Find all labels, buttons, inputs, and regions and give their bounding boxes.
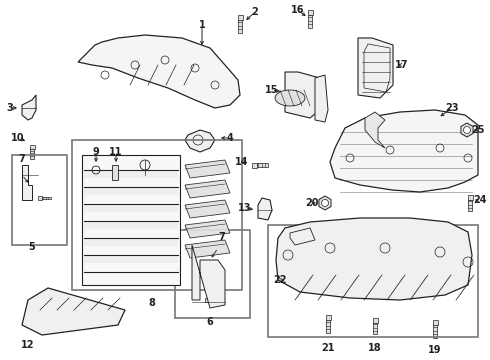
Text: 23: 23	[445, 103, 459, 113]
Polygon shape	[78, 35, 240, 108]
Polygon shape	[285, 72, 325, 118]
Polygon shape	[82, 155, 180, 285]
Polygon shape	[373, 323, 377, 334]
Bar	[175, 230, 250, 318]
Text: 9: 9	[93, 147, 99, 157]
Polygon shape	[276, 218, 472, 300]
Text: 17: 17	[395, 60, 409, 70]
Polygon shape	[185, 180, 230, 198]
Polygon shape	[433, 325, 437, 338]
Text: 7: 7	[18, 154, 25, 164]
Polygon shape	[84, 238, 178, 246]
Text: 10: 10	[11, 133, 25, 143]
Polygon shape	[84, 187, 178, 195]
Text: 16: 16	[291, 5, 305, 15]
Bar	[268, 225, 478, 337]
Polygon shape	[365, 112, 385, 148]
Polygon shape	[112, 165, 118, 180]
Polygon shape	[84, 170, 178, 178]
Polygon shape	[326, 320, 330, 333]
Polygon shape	[238, 21, 242, 33]
Polygon shape	[308, 15, 312, 28]
Text: 24: 24	[473, 195, 487, 205]
Text: 15: 15	[265, 85, 279, 95]
Polygon shape	[192, 245, 225, 308]
Text: 7: 7	[218, 232, 225, 242]
Text: 5: 5	[28, 242, 35, 252]
Text: 6: 6	[207, 317, 213, 327]
Bar	[12, 155, 67, 245]
Polygon shape	[372, 318, 377, 323]
Text: 19: 19	[428, 345, 442, 355]
Text: 18: 18	[368, 343, 382, 353]
Polygon shape	[468, 200, 472, 211]
Polygon shape	[84, 221, 178, 229]
Polygon shape	[22, 165, 32, 200]
Circle shape	[289, 276, 295, 284]
Circle shape	[464, 126, 470, 134]
Polygon shape	[209, 299, 217, 301]
Bar	[72, 140, 242, 290]
Polygon shape	[252, 162, 257, 167]
Polygon shape	[42, 197, 51, 199]
Polygon shape	[205, 298, 209, 302]
Polygon shape	[258, 198, 272, 220]
Text: 13: 13	[238, 203, 252, 213]
Polygon shape	[433, 320, 438, 325]
Polygon shape	[358, 38, 393, 98]
Text: 12: 12	[21, 340, 35, 350]
Text: 20: 20	[305, 198, 319, 208]
Text: 2: 2	[252, 7, 258, 17]
Polygon shape	[325, 315, 330, 320]
Polygon shape	[275, 90, 305, 106]
Polygon shape	[22, 95, 36, 120]
Text: 1: 1	[198, 20, 205, 30]
Polygon shape	[308, 10, 313, 15]
Polygon shape	[29, 145, 34, 149]
Text: 14: 14	[235, 157, 249, 167]
Polygon shape	[461, 123, 473, 137]
Polygon shape	[185, 130, 215, 152]
Polygon shape	[84, 255, 178, 263]
Polygon shape	[238, 15, 243, 21]
Polygon shape	[185, 220, 230, 238]
Text: 8: 8	[148, 298, 155, 308]
Text: 11: 11	[109, 147, 123, 157]
Polygon shape	[30, 149, 34, 159]
Polygon shape	[257, 163, 268, 167]
Text: 25: 25	[471, 125, 485, 135]
Polygon shape	[84, 204, 178, 212]
Polygon shape	[330, 110, 478, 192]
Polygon shape	[185, 240, 230, 258]
Polygon shape	[286, 273, 298, 287]
Polygon shape	[22, 288, 125, 335]
Polygon shape	[185, 200, 230, 218]
Polygon shape	[319, 196, 331, 210]
Polygon shape	[467, 195, 472, 200]
Text: 4: 4	[227, 133, 233, 143]
Polygon shape	[38, 196, 42, 200]
Polygon shape	[315, 75, 328, 122]
Text: 22: 22	[273, 275, 287, 285]
Polygon shape	[185, 160, 230, 178]
Text: 3: 3	[7, 103, 13, 113]
Text: 21: 21	[321, 343, 335, 353]
Circle shape	[321, 199, 328, 207]
